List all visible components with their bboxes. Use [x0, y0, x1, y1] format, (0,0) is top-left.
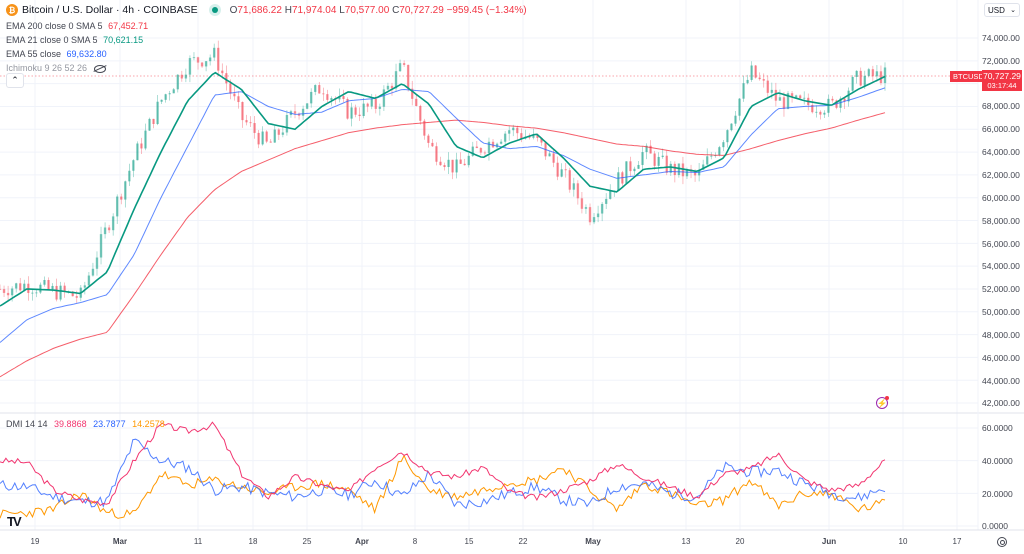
- symbol-price-tag: BTCUSD: [950, 71, 987, 82]
- ema-200-line: [0, 112, 886, 378]
- price-tick: 52,000.00: [982, 284, 1020, 294]
- candlesticks: [0, 40, 887, 303]
- bar-countdown: 03:17:44: [987, 81, 1017, 90]
- price-tick: 72,000.00: [982, 56, 1020, 66]
- indicator-ema21[interactable]: EMA 21 close 0 SMA 5 70,621.15: [6, 35, 144, 45]
- low-value: 70,577.00: [344, 4, 390, 16]
- price-tick: 50,000.00: [982, 307, 1020, 317]
- price-tick: 54,000.00: [982, 261, 1020, 271]
- ema21-value: 70,621.15: [103, 35, 144, 45]
- dmi-tick: 60.0000: [982, 423, 1013, 433]
- ema-55-line: [0, 87, 886, 343]
- price-tick: 48,000.00: [982, 330, 1020, 340]
- price-tick: 66,000.00: [982, 124, 1020, 134]
- price-tick: 62,000.00: [982, 170, 1020, 180]
- price-tick: 56,000.00: [982, 239, 1020, 249]
- time-label: 11: [193, 537, 203, 546]
- price-tick: 64,000.00: [982, 147, 1020, 157]
- chart-settings-gear-icon[interactable]: [997, 537, 1007, 547]
- last-price-value: 70,727.29: [983, 71, 1021, 81]
- time-label: Jun: [821, 537, 837, 546]
- time-label: 18: [248, 537, 258, 546]
- dmi-adx-line: [0, 454, 886, 519]
- currency-select[interactable]: USD ⌄: [984, 3, 1020, 17]
- symbol-header[interactable]: ₿ Bitcoin / U.S. Dollar · 4h · COINBASE …: [6, 4, 527, 16]
- indicator-dmi[interactable]: DMI 14 14 39.8868 23.7877 14.2578: [6, 419, 165, 429]
- market-open-status-icon: [211, 7, 218, 13]
- tradingview-logo-icon[interactable]: TV: [7, 514, 22, 529]
- price-tick: 58,000.00: [982, 216, 1020, 226]
- price-tick: 68,000.00: [982, 101, 1020, 111]
- indicator-ema200[interactable]: EMA 200 close 0 SMA 5 67,452.71: [6, 21, 149, 31]
- time-label: 15: [464, 537, 474, 546]
- time-label: 19: [30, 537, 40, 546]
- notification-badge: [885, 396, 889, 400]
- time-label: 22: [518, 537, 528, 546]
- last-price-tag: 70,727.29 03:17:44: [982, 70, 1022, 91]
- time-label: 17: [952, 537, 962, 546]
- ema200-value: 67,452.71: [108, 21, 149, 31]
- close-value: 70,727.29: [399, 4, 444, 16]
- high-value: 71,974.04: [291, 4, 337, 16]
- bitcoin-logo-icon: ₿: [6, 4, 18, 16]
- time-label: 25: [302, 537, 312, 546]
- price-tick: 42,000.00: [982, 398, 1020, 408]
- dmi-minus-di-line: [0, 438, 886, 510]
- time-label: 10: [898, 537, 908, 546]
- time-label: Mar: [112, 537, 128, 546]
- time-label: 8: [412, 537, 418, 546]
- dmi-tick: 20.0000: [982, 489, 1013, 499]
- hidden-eye-icon[interactable]: [93, 64, 106, 73]
- price-tick: 74,000.00: [982, 33, 1020, 43]
- change-value: −959.45 (−1.34%): [446, 4, 527, 16]
- collapse-legend-button[interactable]: ⌃: [6, 73, 24, 88]
- ema55-value: 69,632.80: [66, 49, 107, 59]
- indicator-ema55[interactable]: EMA 55 close 69,632.80: [6, 49, 107, 59]
- dmi-plus-di-value: 39.8868: [54, 419, 87, 429]
- open-value: 71,686.22: [237, 4, 282, 16]
- dmi-adx-value: 14.2578: [132, 419, 165, 429]
- time-label: Apr: [355, 537, 369, 546]
- dmi-tick: 40.0000: [982, 456, 1013, 466]
- time-label: 20: [735, 537, 745, 546]
- ohlc-values: O71,686.22 H71,974.04 L70,577.00 C70,727…: [229, 4, 527, 16]
- time-label: 13: [681, 537, 691, 546]
- price-tick: 44,000.00: [982, 376, 1020, 386]
- flash-alert-icon[interactable]: ⚡: [876, 396, 889, 409]
- symbol-title[interactable]: Bitcoin / U.S. Dollar · 4h · COINBASE: [22, 4, 198, 16]
- price-tick: 60,000.00: [982, 193, 1020, 203]
- dmi-tick: 0.0000: [982, 521, 1008, 531]
- indicator-ichimoku[interactable]: Ichimoku 9 26 52 26: [6, 63, 106, 73]
- dmi-plus-di-line: [0, 421, 886, 507]
- chevron-down-icon: ⌄: [1010, 7, 1016, 14]
- grid-lines: [0, 0, 978, 530]
- dmi-minus-di-value: 23.7877: [93, 419, 126, 429]
- price-tick: 46,000.00: [982, 353, 1020, 363]
- ema-21-line: [0, 71, 886, 307]
- time-label: May: [585, 537, 601, 546]
